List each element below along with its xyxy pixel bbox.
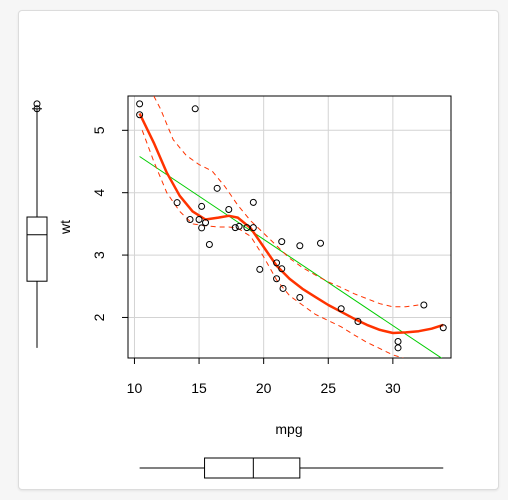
x-tick-label-0: 10: [127, 380, 143, 396]
data-point-19: [439, 324, 447, 332]
data-point-11: [213, 184, 221, 192]
data-point-28: [205, 240, 213, 248]
data-point-26: [337, 305, 345, 313]
data-point-7: [317, 239, 325, 247]
data-point-8: [296, 242, 304, 250]
data-point-25: [354, 318, 362, 326]
plot-frame: [127, 95, 452, 359]
data-point-22: [198, 224, 206, 232]
smooth-fit-line: [138, 112, 444, 335]
data-point-21: [202, 219, 210, 227]
data-point-18: [394, 337, 402, 345]
data-point-10: [231, 224, 239, 232]
x-tick-label-2: 20: [256, 380, 272, 396]
data-point-15: [136, 100, 144, 108]
data-point-2: [296, 293, 304, 301]
data-point-14: [136, 111, 144, 119]
x-tick-label-1: 15: [191, 380, 207, 396]
x-tick-label-4: 30: [385, 380, 401, 396]
data-point-3: [278, 238, 286, 246]
chart-card: [18, 10, 499, 490]
y-tick-label-1: 3: [91, 251, 107, 259]
y-boxplot-outlier-0: [33, 100, 41, 108]
x-tick-label-3: 25: [320, 380, 336, 396]
data-point-1: [273, 259, 281, 267]
y-tick-label-0: 2: [91, 313, 107, 321]
data-point-16: [191, 105, 199, 113]
data-point-30: [195, 216, 203, 224]
linear-fit-line: [139, 156, 443, 358]
data-point-29: [256, 265, 264, 273]
y-axis-label: wt: [57, 220, 73, 235]
data-point-12: [225, 206, 233, 214]
data-point-31: [278, 265, 286, 273]
data-point-9: [249, 224, 257, 232]
upper-confidence-band: [153, 96, 419, 308]
data-point-0: [273, 275, 281, 283]
data-point-27: [394, 344, 402, 352]
y-tick-label-3: 5: [91, 126, 107, 134]
x-axis-label: mpg: [275, 421, 302, 437]
data-point-6: [186, 216, 194, 224]
x-boxplot-box: [204, 457, 301, 479]
y-tick-label-2: 4: [91, 189, 107, 197]
data-point-24: [249, 198, 257, 206]
y-boxplot-box: [26, 216, 48, 282]
data-point-5: [235, 222, 243, 230]
data-point-23: [173, 199, 181, 207]
data-point-13: [198, 202, 206, 210]
data-point-20: [279, 284, 287, 292]
data-point-17: [420, 301, 428, 309]
fit-curves: [138, 96, 444, 358]
y-boxplot-outlier-1: [33, 105, 41, 113]
